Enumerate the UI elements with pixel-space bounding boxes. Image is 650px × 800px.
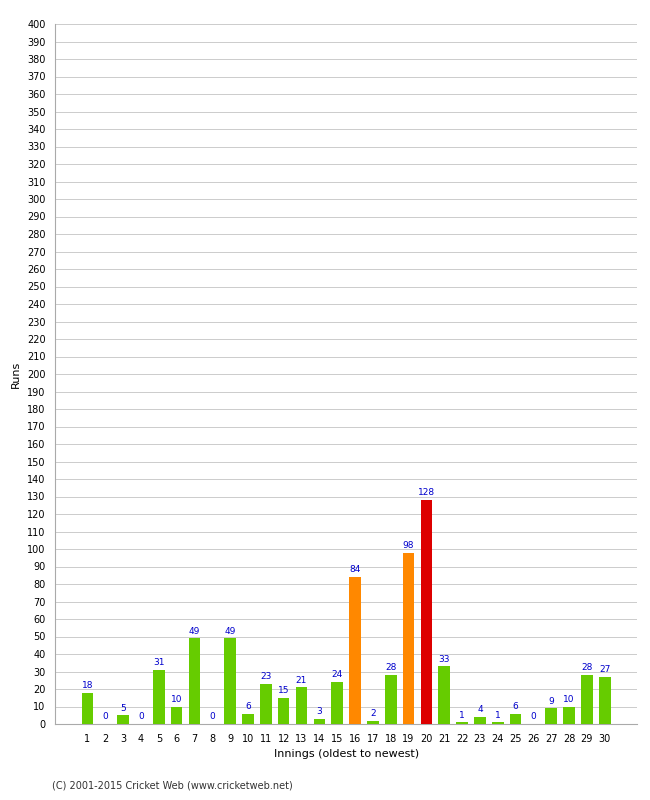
X-axis label: Innings (oldest to newest): Innings (oldest to newest)	[274, 750, 419, 759]
Text: 18: 18	[82, 681, 93, 690]
Text: 0: 0	[138, 712, 144, 722]
Text: 49: 49	[188, 626, 200, 636]
Bar	[599, 677, 610, 724]
Bar	[439, 666, 450, 724]
Bar	[385, 675, 396, 724]
Bar	[118, 715, 129, 724]
Text: 10: 10	[564, 695, 575, 704]
Text: 0: 0	[530, 712, 536, 722]
Text: 28: 28	[385, 663, 396, 672]
Text: 27: 27	[599, 665, 610, 674]
Text: 128: 128	[418, 488, 435, 498]
Text: 9: 9	[549, 697, 554, 706]
Bar	[564, 706, 575, 724]
Bar	[403, 553, 414, 724]
Text: 2: 2	[370, 709, 376, 718]
Bar	[224, 638, 236, 724]
Text: 1: 1	[495, 710, 501, 720]
Bar	[510, 714, 521, 724]
Bar	[171, 706, 183, 724]
Text: 21: 21	[296, 676, 307, 685]
Text: 84: 84	[349, 566, 361, 574]
Text: 15: 15	[278, 686, 289, 695]
Bar	[492, 722, 504, 724]
Bar	[332, 682, 343, 724]
Bar	[188, 638, 200, 724]
Text: 24: 24	[332, 670, 343, 679]
Bar	[296, 687, 307, 724]
Text: 28: 28	[581, 663, 593, 672]
Bar	[242, 714, 254, 724]
Text: 4: 4	[477, 706, 483, 714]
Text: 31: 31	[153, 658, 164, 667]
Text: 33: 33	[439, 654, 450, 664]
Bar	[278, 698, 289, 724]
Text: 49: 49	[224, 626, 236, 636]
Bar	[367, 721, 379, 724]
Bar	[313, 718, 325, 724]
Text: 10: 10	[171, 695, 183, 704]
Text: 0: 0	[209, 712, 215, 722]
Bar	[456, 722, 468, 724]
Text: 5: 5	[120, 704, 126, 713]
Text: (C) 2001-2015 Cricket Web (www.cricketweb.net): (C) 2001-2015 Cricket Web (www.cricketwe…	[52, 781, 292, 790]
Text: 6: 6	[245, 702, 251, 711]
Bar	[545, 708, 557, 724]
Bar	[82, 693, 94, 724]
Text: 0: 0	[103, 712, 108, 722]
Y-axis label: Runs: Runs	[11, 360, 21, 388]
Bar	[260, 684, 272, 724]
Bar	[153, 670, 164, 724]
Bar	[349, 577, 361, 724]
Text: 6: 6	[513, 702, 519, 711]
Bar	[421, 500, 432, 724]
Bar	[474, 717, 486, 724]
Text: 3: 3	[317, 707, 322, 716]
Text: 98: 98	[403, 541, 414, 550]
Text: 1: 1	[459, 710, 465, 720]
Bar	[581, 675, 593, 724]
Text: 23: 23	[260, 672, 272, 681]
